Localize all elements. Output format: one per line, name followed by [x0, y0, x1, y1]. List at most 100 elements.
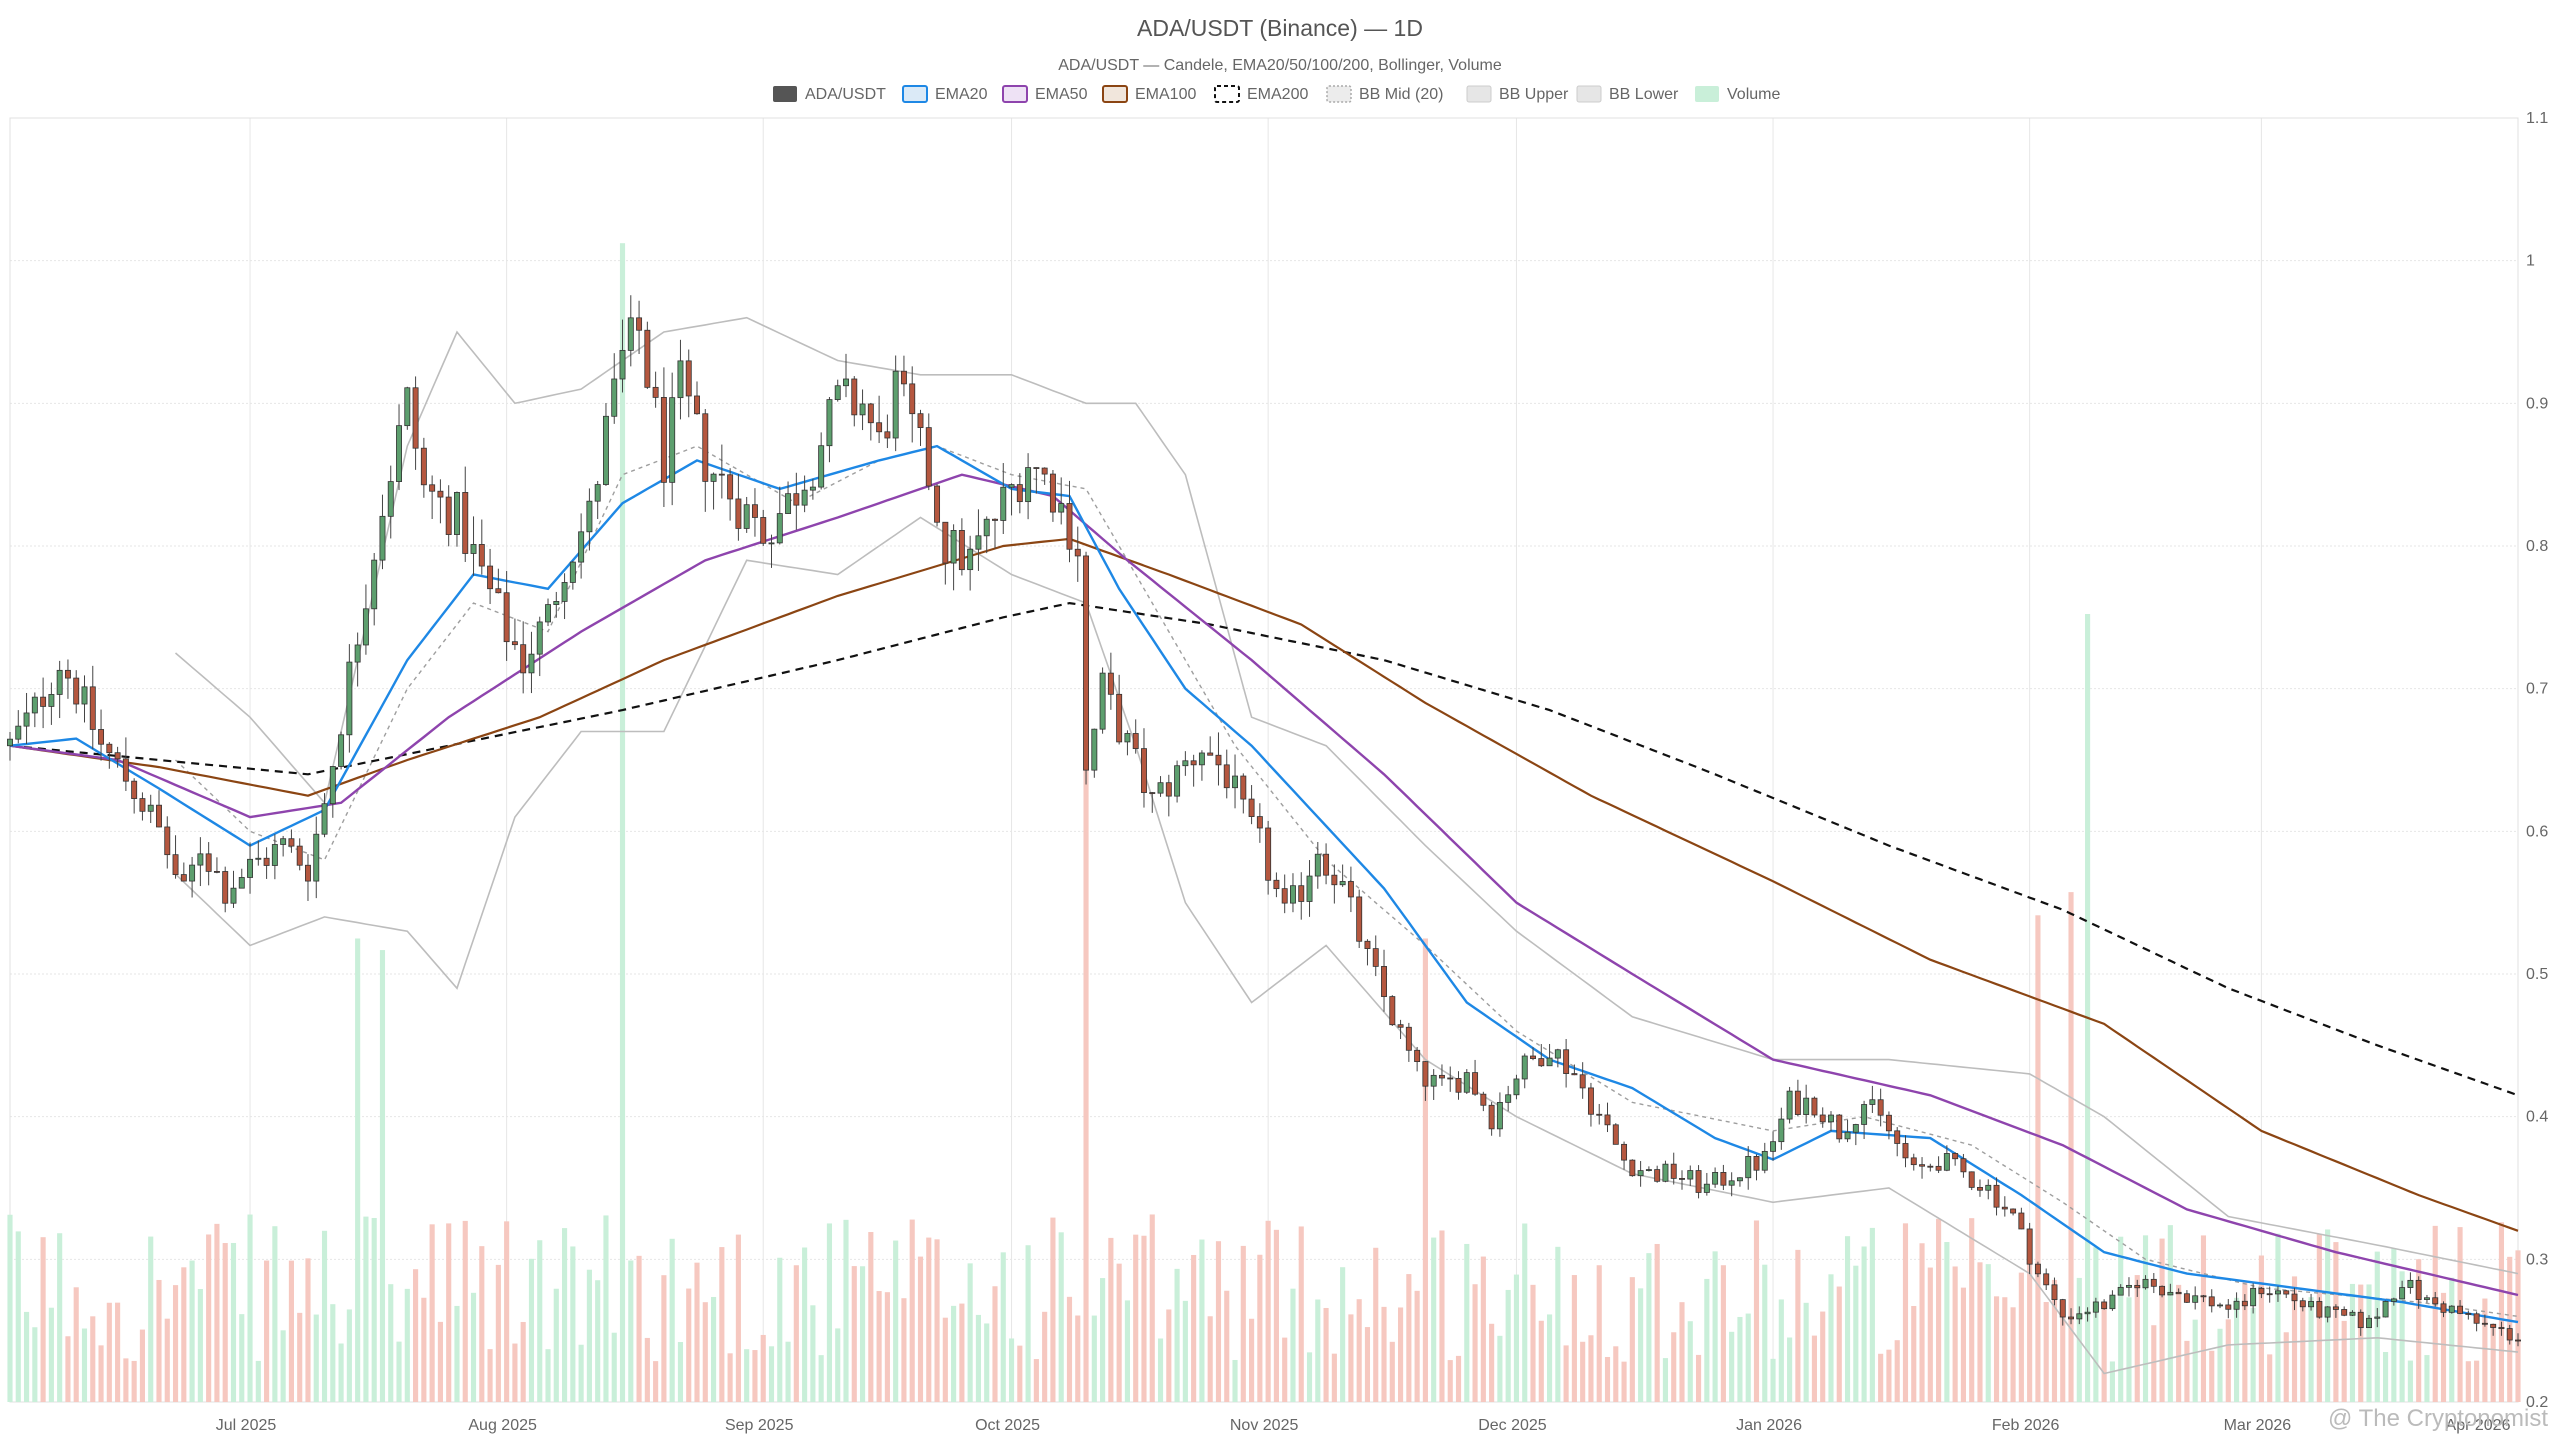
candle-body — [478, 544, 485, 567]
candle-body — [1645, 1169, 1652, 1171]
candle-body — [2415, 1279, 2422, 1300]
candle-body — [2457, 1305, 2464, 1314]
candle-body — [305, 864, 311, 882]
candle-body — [1786, 1090, 1793, 1120]
volume-bar — [1133, 1234, 1139, 1402]
ema20-line — [9, 444, 2519, 1324]
candle-body — [2448, 1305, 2455, 1313]
candle-body — [2341, 1309, 2348, 1316]
volume-bar — [2142, 1235, 2149, 1402]
candle-body — [1356, 896, 1363, 942]
candle-body — [2349, 1311, 2356, 1316]
volume-bar — [2225, 1319, 2231, 1402]
volume-bar — [1215, 1241, 1222, 1402]
candle-body — [1861, 1104, 1868, 1125]
volume-bar — [1778, 1299, 1784, 1402]
candle-body — [462, 492, 469, 554]
volume-bar — [172, 1285, 179, 1402]
volume-bar — [710, 1296, 717, 1402]
candle-body — [89, 686, 96, 730]
volume-bar — [2151, 1325, 2157, 1402]
volume-bar — [719, 1247, 725, 1402]
volume-bar — [2341, 1320, 2347, 1402]
candle-body — [329, 766, 336, 805]
candle-body — [958, 530, 965, 571]
volume-bar — [2002, 1297, 2008, 1402]
candle-body — [2010, 1208, 2017, 1214]
candle-body — [743, 504, 750, 529]
candle-body — [1240, 775, 1247, 800]
candle-body — [1099, 672, 1106, 730]
x-tick-label: Sep 2025 — [725, 1417, 794, 1434]
candle-body — [1654, 1169, 1661, 1182]
candle-body — [2068, 1316, 2074, 1320]
candle-body — [338, 734, 345, 767]
candle-body — [1157, 782, 1164, 794]
candle-body — [1149, 792, 1156, 794]
candle-body — [1596, 1113, 1603, 1116]
volume-bar — [901, 1298, 907, 1402]
candle-body — [619, 349, 626, 380]
candle-body — [785, 493, 792, 514]
volume-bar — [2275, 1233, 2281, 1402]
volume-bar — [446, 1223, 452, 1402]
candle-body — [1422, 1061, 1429, 1087]
candle-body — [1521, 1055, 1528, 1080]
bb-mid-line — [175, 445, 2519, 1318]
legend-swatch — [1102, 85, 1128, 103]
candle-body — [2299, 1300, 2306, 1308]
candle-body — [2283, 1290, 2290, 1295]
candle-body — [818, 445, 825, 488]
candle-body — [2308, 1301, 2315, 1308]
candle-body — [2225, 1304, 2232, 1310]
candle-body — [1927, 1165, 1934, 1168]
volume-bar — [2118, 1236, 2124, 1402]
volume-bar — [1538, 1320, 1544, 1402]
candle-body — [470, 544, 477, 554]
volume-bar — [479, 1246, 485, 1402]
x-tick-label: Dec 2025 — [1478, 1417, 1547, 1434]
candle-body — [48, 694, 55, 707]
volume-bar — [421, 1297, 427, 1402]
candle-body — [1496, 1101, 1503, 1130]
candle-body — [1290, 885, 1296, 904]
candle-body — [379, 515, 386, 561]
volume-bar — [1571, 1275, 1577, 1402]
volume-bar — [653, 1361, 659, 1402]
x-tick-label: Nov 2025 — [1230, 1417, 1299, 1434]
candle-body — [1679, 1178, 1685, 1180]
volume-bar — [1373, 1247, 1379, 1402]
volume-bar — [2109, 1361, 2115, 1402]
candle-body — [362, 608, 369, 646]
candle-body — [346, 661, 353, 736]
volume-bar — [2382, 1351, 2389, 1402]
volume-bar — [2043, 1302, 2049, 1402]
volume-bar — [1116, 1263, 1122, 1402]
candle-body — [1331, 874, 1338, 886]
volume-bar — [1712, 1251, 1718, 1402]
volume-bar — [65, 1336, 71, 1402]
candle-body — [1612, 1124, 1619, 1145]
candle-body — [677, 360, 684, 399]
volume-bar — [1455, 1355, 1462, 1402]
y-tick-label: 1 — [2526, 253, 2535, 270]
candle-body — [776, 513, 783, 544]
y-tick-label: 0.5 — [2526, 966, 2548, 983]
candle-body — [2183, 1293, 2190, 1303]
candle-body — [40, 696, 47, 707]
volume-bar — [777, 1257, 783, 1402]
volume-bar — [230, 1242, 237, 1402]
candle-body — [834, 385, 841, 400]
legend-label: EMA200 — [1247, 86, 1308, 103]
candle-body — [1430, 1074, 1437, 1087]
volume-bar — [702, 1302, 708, 1402]
candle-body — [892, 370, 899, 439]
candle-body — [1753, 1156, 1760, 1171]
volume-bar — [156, 1279, 162, 1402]
volume-bar — [1224, 1290, 1230, 1402]
volume-bar — [2482, 1298, 2488, 1402]
volume-bar — [661, 1275, 667, 1402]
candle-body — [1008, 484, 1015, 488]
volume-bar — [272, 1226, 278, 1402]
volume-bar — [462, 1220, 468, 1402]
